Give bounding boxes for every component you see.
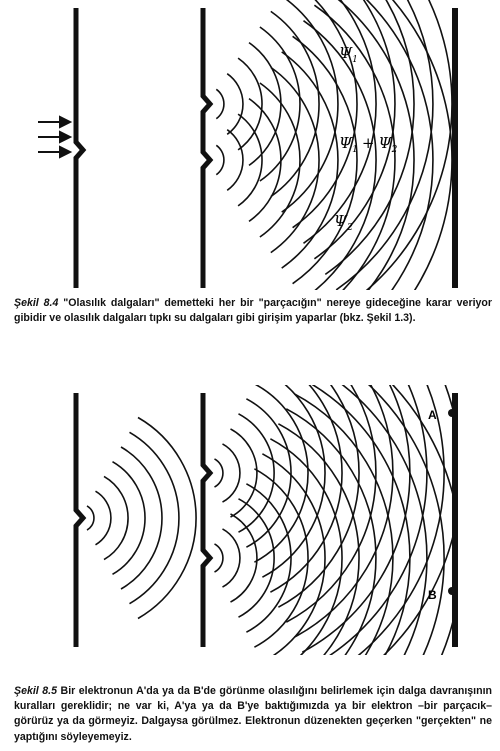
wave-front-arc <box>303 20 377 290</box>
wave-front-arc <box>238 413 275 533</box>
wave-front-arc <box>120 446 163 590</box>
figure-8-5-caption-text: Bir elektronun A'da ya da B'de görünme o… <box>14 685 492 743</box>
wave-front-arc <box>129 431 180 605</box>
wave-front-arc <box>337 0 415 290</box>
wave-front-arc <box>246 483 292 633</box>
wave-front-arc <box>341 385 428 655</box>
wave-front-arc <box>293 393 394 655</box>
point-b-label: B <box>428 588 437 602</box>
psi-1-label: Ψ1 <box>339 44 358 65</box>
wave-fronts <box>86 385 452 655</box>
wave-front-arc <box>278 385 360 608</box>
wave-front-arc <box>324 0 415 276</box>
point-a-label: A <box>428 408 437 422</box>
wave-front-arc <box>270 385 343 593</box>
figure-8-4-drawing: Ψ1 Ψ1 + Ψ2 Ψ2 <box>38 0 458 290</box>
wave-front-arc <box>137 416 197 620</box>
wave-front-arc <box>281 0 339 213</box>
wave-front-arc <box>237 113 263 207</box>
wave-front-arc <box>215 88 225 120</box>
wave-front-arc <box>230 428 258 518</box>
incoming-beam-arrows <box>38 115 73 159</box>
wave-front-arc <box>248 97 282 223</box>
wave-front-arc <box>281 51 339 269</box>
double-slit-barrier <box>200 393 214 647</box>
wave-front-arc <box>365 0 434 290</box>
point-a-marker <box>448 409 456 417</box>
wave-front-arc <box>303 0 377 244</box>
wave-front-arc <box>382 385 452 655</box>
wave-front-arc <box>285 408 377 655</box>
wave-front-arc <box>391 0 452 290</box>
wave-front-arc <box>230 513 258 603</box>
psi-2-label: Ψ2 <box>334 212 353 233</box>
wave-front-arc <box>357 385 445 655</box>
wave-front-arc <box>270 10 320 198</box>
wave-front-arc <box>259 26 301 182</box>
wave-front-arc <box>313 0 396 260</box>
wave-front-arc <box>248 41 282 167</box>
wave-front-arc <box>270 66 320 254</box>
wave-front-arc <box>238 498 275 618</box>
wave-front-arc <box>95 490 112 546</box>
figure-8-4-caption-label: Şekil 8.4 <box>14 297 59 309</box>
wave-front-arc <box>214 543 224 573</box>
wave-front-arc <box>278 423 360 655</box>
wave-front-arc <box>335 0 434 290</box>
wave-front-arc <box>226 73 244 135</box>
wave-front-arc <box>365 0 452 290</box>
figure-8-5: A B <box>0 385 500 655</box>
point-b-marker <box>448 587 456 595</box>
wave-front-arc <box>262 453 326 655</box>
wave-front-arc <box>292 35 358 285</box>
wave-fronts <box>215 0 452 290</box>
wave-front-arc <box>254 468 309 648</box>
figure-8-4-caption: Şekil 8.4 "Olasılık dalgaları" demetteki… <box>14 296 492 326</box>
figure-8-5-caption-label: Şekil 8.5 <box>14 685 57 697</box>
figure-8-5-drawing: A B <box>73 385 458 655</box>
figure-8-5-caption: Şekil 8.5 Bir elektronun A'da ya da B'de… <box>14 684 492 745</box>
wave-front-arc <box>103 475 129 561</box>
wave-front-arc <box>311 385 411 655</box>
wave-front-arc <box>222 443 241 503</box>
wave-front-arc <box>285 385 377 623</box>
wave-front-arc <box>270 438 343 655</box>
wave-front-arc <box>313 4 396 290</box>
wave-front-arc <box>112 461 146 575</box>
single-slit-barrier <box>73 8 87 288</box>
wave-front-arc <box>292 0 358 229</box>
wave-front-arc <box>329 385 428 655</box>
single-slit-barrier <box>73 393 87 647</box>
wave-front-arc <box>254 385 309 563</box>
wave-front-arc <box>214 458 224 488</box>
wave-front-arc <box>86 505 95 531</box>
figure-8-4-caption-text: "Olasılık dalgaları" demetteki her bir "… <box>14 297 492 325</box>
double-slit-barrier <box>200 8 214 288</box>
figure-8-4: Ψ1 Ψ1 + Ψ2 Ψ2 <box>0 0 500 290</box>
wave-front-arc <box>222 528 241 588</box>
psi-sum-label: Ψ1 + Ψ2 <box>339 134 398 155</box>
wave-front-arc <box>246 398 292 548</box>
wave-front-arc <box>293 385 394 638</box>
wave-front-arc <box>237 57 263 151</box>
wave-front-arc <box>226 129 244 191</box>
wave-front-arc <box>215 144 225 176</box>
wave-front-arc <box>367 385 445 655</box>
wave-front-arc <box>259 82 301 238</box>
